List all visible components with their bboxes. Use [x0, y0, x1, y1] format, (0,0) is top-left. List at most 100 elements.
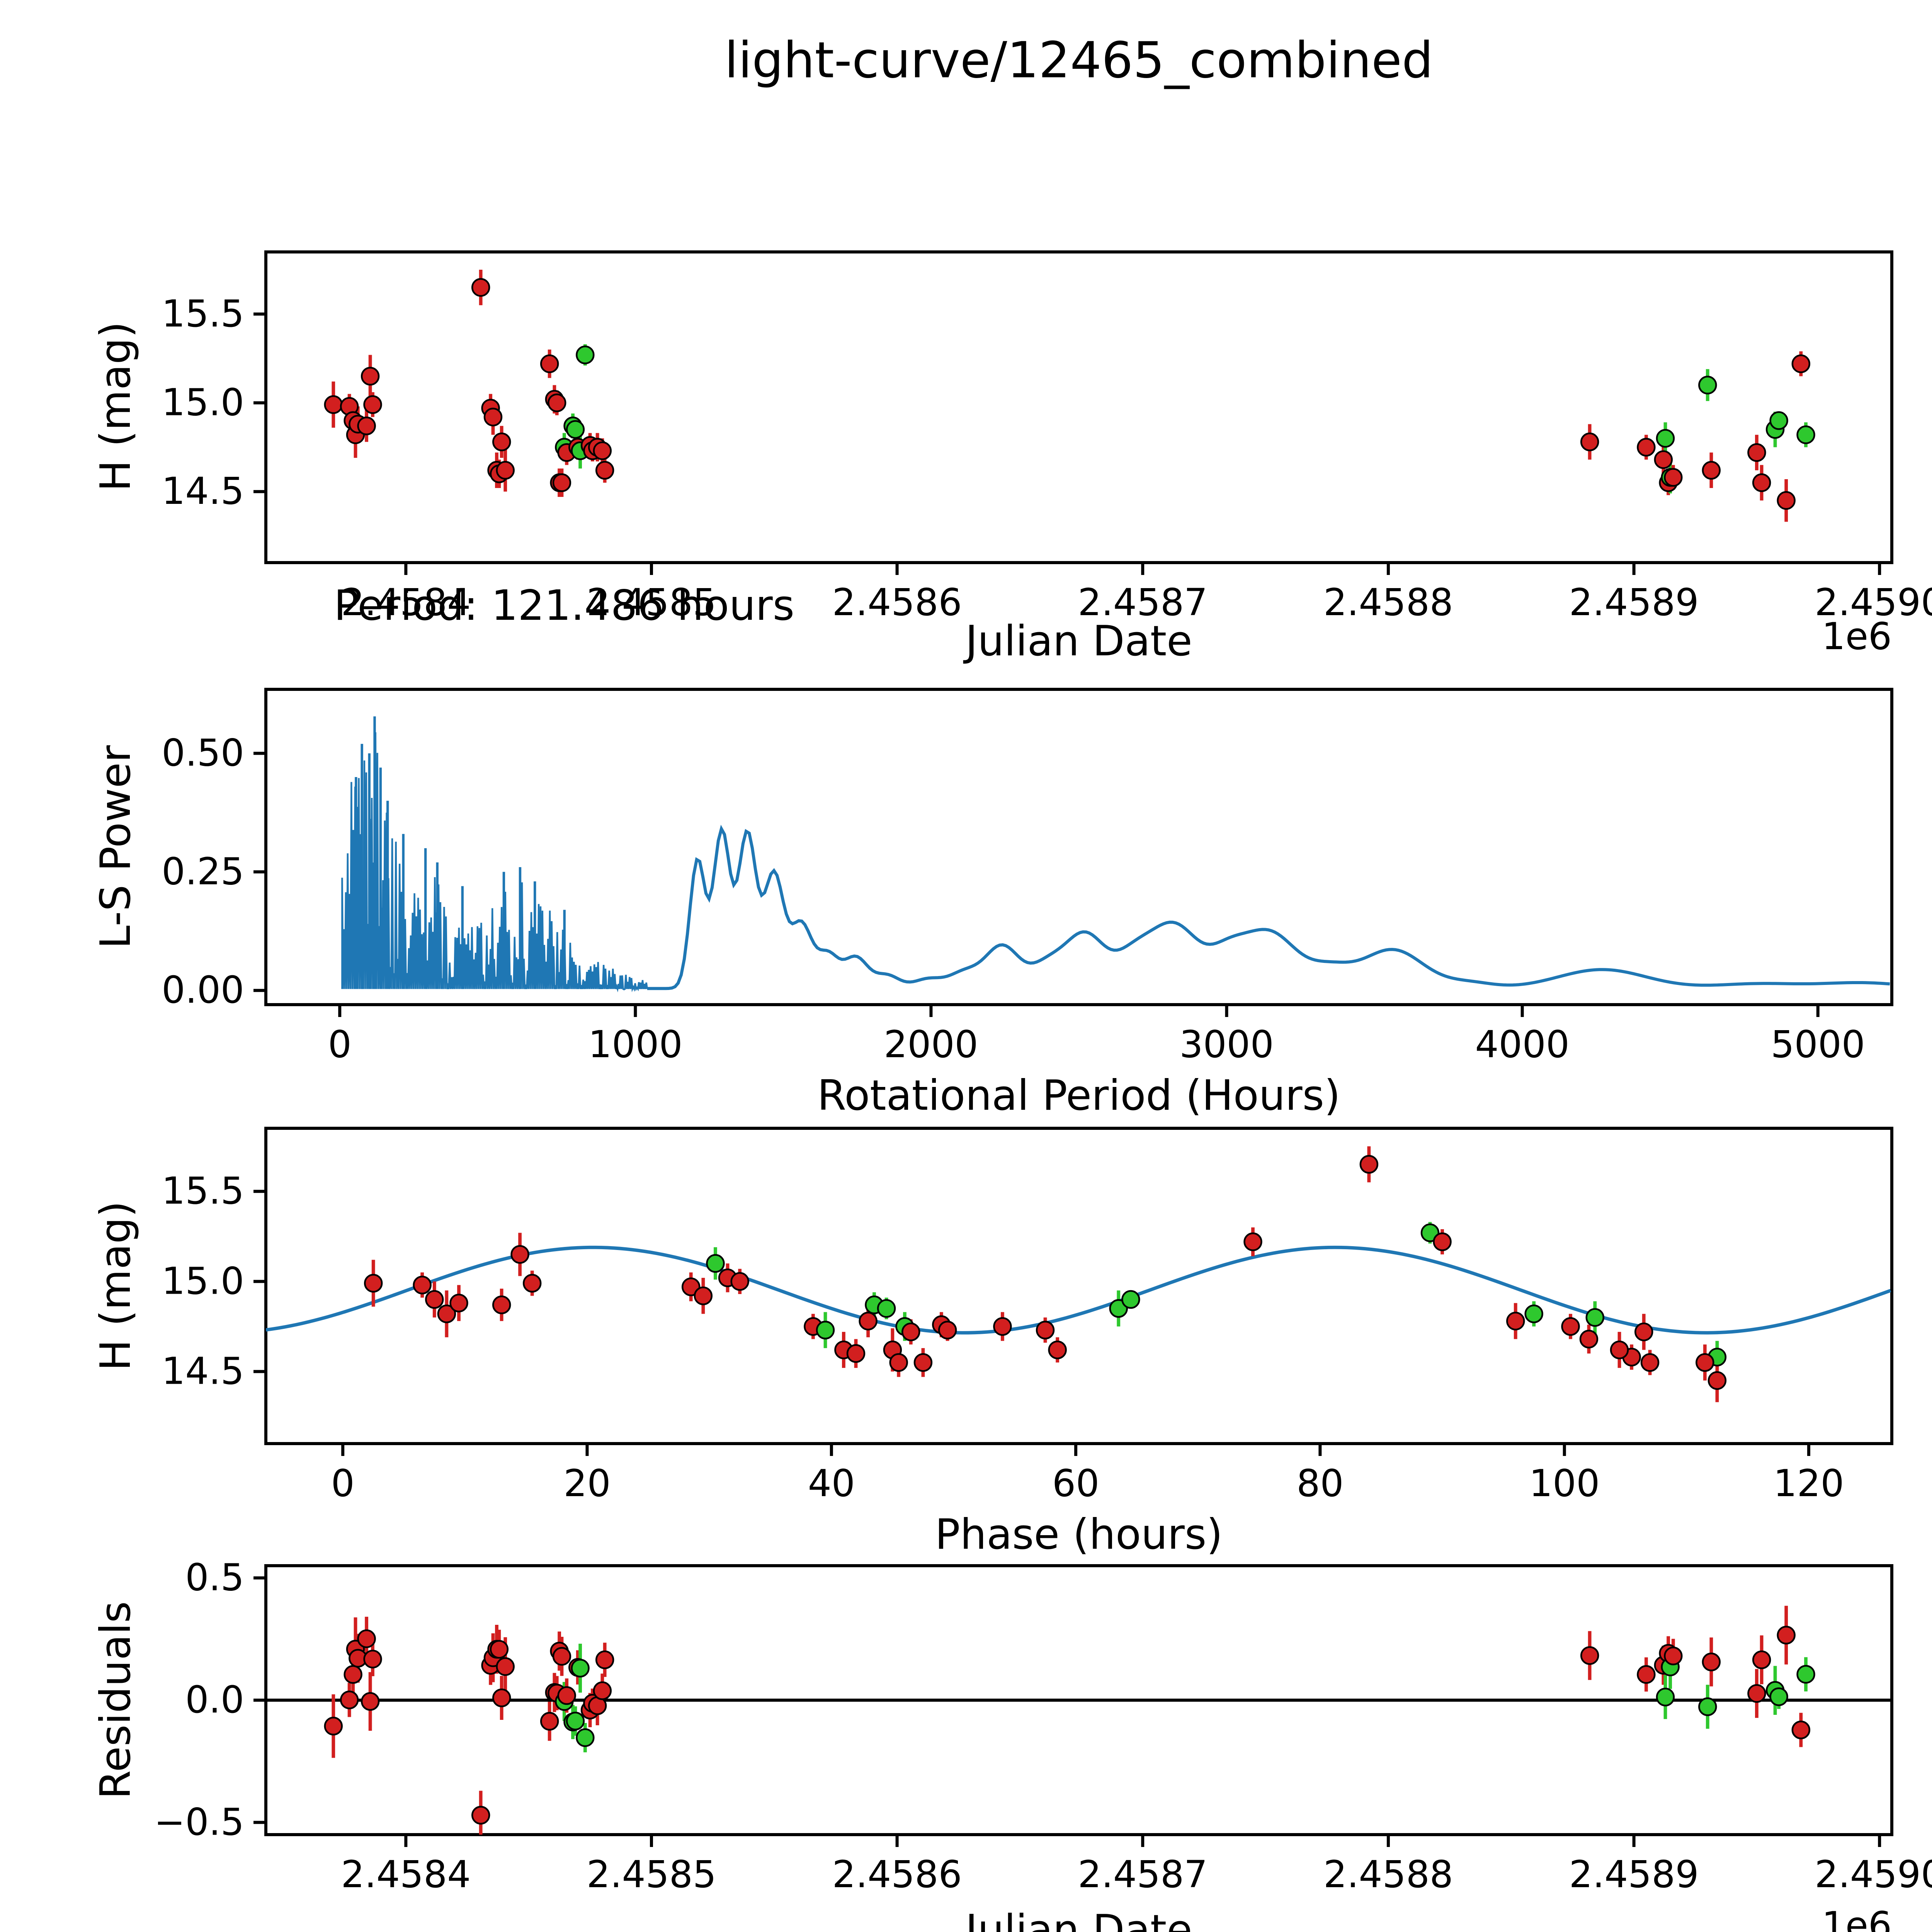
tick-label: 0 [331, 1462, 355, 1505]
tick-label: 5000 [1771, 1023, 1865, 1066]
tick-label: 2.4587 [1078, 1853, 1208, 1896]
data-point [1698, 376, 1717, 395]
tick-label: 0 [328, 1023, 352, 1066]
data-point [1698, 1697, 1717, 1716]
panel4-axis-offset: 1e6 [1822, 1904, 1892, 1932]
tick-label: 2.4584 [341, 581, 471, 624]
data-point [1664, 468, 1683, 487]
data-point [595, 1650, 614, 1669]
tick-label: 0.00 [162, 968, 244, 1012]
data-point [1610, 1340, 1629, 1359]
tick-label: 2.4588 [1323, 581, 1453, 624]
model-curve [266, 1245, 1891, 1335]
data-point [1580, 1646, 1599, 1665]
panel4-xlabel: Julian Date [963, 1906, 1192, 1932]
plot-area [266, 1605, 1892, 1835]
data-point [340, 1690, 359, 1709]
data-point [364, 1274, 383, 1293]
data-point [877, 1299, 896, 1318]
axes-frame [264, 1127, 1893, 1445]
data-point [437, 1304, 456, 1323]
data-point [1506, 1311, 1525, 1331]
tick-label: 2.4589 [1569, 1853, 1699, 1896]
tick-label: 20 [563, 1462, 611, 1505]
data-point [1656, 429, 1675, 448]
data-point [363, 1650, 382, 1668]
data-point [1359, 1155, 1379, 1174]
axes-frame [264, 688, 1893, 1006]
tick-label: 15.0 [162, 1259, 244, 1303]
data-point [510, 1245, 529, 1264]
tick-label: 80 [1296, 1462, 1344, 1505]
tick-label: 2000 [884, 1023, 978, 1066]
tick-label: 2.4584 [341, 1853, 471, 1896]
tick-label: 120 [1773, 1462, 1844, 1505]
data-point [425, 1290, 444, 1309]
data-point [490, 1640, 509, 1659]
data-point [1708, 1371, 1727, 1390]
tick-label: 1000 [588, 1023, 682, 1066]
data-point [1579, 1330, 1599, 1349]
panel3-ylabel: H (mag) [92, 1201, 140, 1371]
data-point [1656, 1687, 1675, 1707]
data-point [540, 1712, 559, 1731]
periodogram-curve [647, 825, 1890, 990]
data-point [846, 1344, 866, 1363]
data-point [1640, 1353, 1660, 1372]
data-point [901, 1322, 920, 1342]
panel1-axis-offset: 1e6 [1822, 615, 1892, 658]
data-point [496, 461, 515, 480]
data-point [552, 473, 571, 492]
tick-label: 14.5 [162, 1349, 244, 1393]
data-point [889, 1353, 908, 1372]
data-point [471, 278, 490, 297]
data-point [1777, 1626, 1796, 1645]
panel1-ylabel: H (mag) [92, 321, 140, 492]
tick-label: 2.4590 [1815, 581, 1932, 624]
data-point [1752, 473, 1771, 492]
data-point [938, 1321, 957, 1340]
tick-label: 60 [1052, 1462, 1099, 1505]
tick-label: 2.4590 [1815, 1853, 1932, 1896]
data-point [557, 1686, 576, 1705]
data-point [1769, 411, 1788, 430]
data-point [593, 1681, 612, 1700]
tick-label: 2.4586 [832, 1853, 962, 1896]
data-point [593, 441, 612, 460]
data-point [492, 1295, 511, 1315]
data-point [324, 395, 343, 414]
data-point [552, 1647, 571, 1666]
plot-area [341, 716, 1890, 993]
data-point [1702, 461, 1721, 480]
tick-label: 2.4585 [587, 581, 716, 624]
data-point [1637, 438, 1656, 457]
data-point [1747, 443, 1766, 462]
tick-label: 15.0 [162, 381, 244, 424]
data-point [1796, 425, 1815, 444]
data-point [1696, 1353, 1714, 1372]
tick-label: 2.4587 [1078, 581, 1208, 624]
data-point [413, 1276, 432, 1294]
data-point [449, 1294, 468, 1313]
tick-label: 0.25 [162, 850, 244, 893]
data-point [706, 1254, 725, 1273]
data-point [492, 1688, 511, 1708]
data-point [576, 1728, 595, 1747]
data-point [595, 461, 614, 480]
panel1-xlabel: Julian Date [963, 617, 1192, 665]
data-point [548, 393, 566, 412]
data-point [913, 1353, 933, 1372]
data-point [1580, 432, 1599, 451]
data-point [1702, 1652, 1721, 1672]
data-point [363, 395, 382, 414]
plot-area [324, 269, 1815, 522]
tick-label: 0.0 [185, 1678, 244, 1721]
figure-title: light-curve/12465_combined [724, 32, 1433, 89]
data-point [816, 1321, 835, 1340]
data-point [1654, 450, 1673, 469]
tick-label: 0.5 [185, 1556, 244, 1599]
tick-label: 15.5 [162, 1169, 244, 1213]
data-point [694, 1286, 713, 1305]
data-point [1433, 1232, 1452, 1251]
data-point [1121, 1290, 1140, 1309]
